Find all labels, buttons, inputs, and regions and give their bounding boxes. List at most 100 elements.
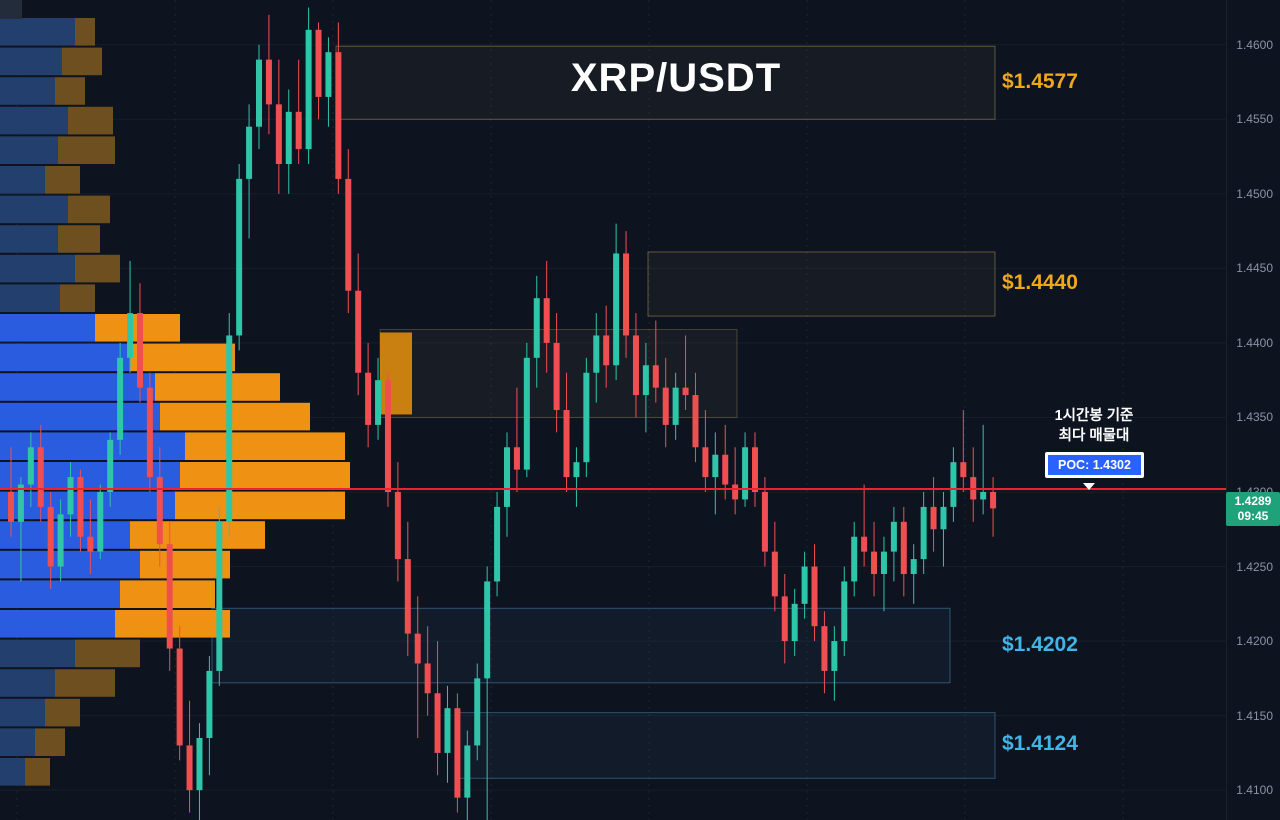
candle-body (613, 253, 620, 366)
candle-body (623, 253, 630, 336)
candle-body (712, 454, 719, 478)
candle-body (980, 492, 987, 500)
poc-volume-block (380, 332, 412, 415)
candle-body (821, 626, 828, 671)
candle-body (642, 365, 649, 396)
price-tick-label: 1.4200 (1236, 634, 1273, 649)
candle-body (692, 395, 699, 448)
volume-profile-bar-buy (0, 314, 95, 342)
volume-profile-bar-buy (0, 18, 75, 46)
candle-body (384, 380, 391, 492)
volume-profile-bar-sell (45, 698, 80, 727)
zone-label-support-2: $1.4124 (1002, 732, 1078, 756)
candle-body (632, 335, 639, 396)
candle-body (335, 52, 342, 179)
candle-body (67, 477, 74, 515)
volume-profile-bar-buy (0, 136, 58, 164)
candle-body (583, 372, 590, 463)
volume-profile-bar-sell (35, 728, 65, 756)
candle-body (57, 514, 64, 567)
candle-body (910, 559, 917, 574)
candle-body (186, 745, 193, 791)
candle-body (563, 410, 570, 478)
candle-body (950, 462, 957, 507)
volume-profile-bar-sell (180, 462, 350, 490)
candle-body (97, 492, 104, 552)
volume-profile-bar-sell (75, 254, 120, 283)
volume-profile-bar-buy (0, 195, 68, 224)
volume-profile-bar-buy (0, 550, 140, 579)
price-tick-label: 1.4250 (1236, 559, 1273, 574)
volume-profile-bar-sell (185, 432, 345, 460)
price-tick-label: 1.4500 (1236, 186, 1273, 201)
candle-body (375, 380, 382, 425)
candle-body (256, 59, 262, 127)
candle-body (394, 492, 401, 560)
volume-profile-bar-buy (0, 462, 180, 490)
candle-body (811, 566, 818, 627)
candle-body (315, 29, 322, 97)
candle-body (246, 126, 253, 179)
volume-profile-bar-buy (0, 284, 60, 312)
candle-body (17, 484, 24, 522)
candle-body (920, 506, 927, 560)
volume-profile-bar-buy (0, 343, 130, 372)
price-tick-label: 1.4400 (1236, 335, 1273, 350)
poc-tooltip: POC: 1.4302 (1045, 452, 1144, 478)
candle-body (87, 536, 94, 552)
candle-body (355, 290, 362, 373)
candle-body (107, 439, 114, 492)
volume-profile-bar-buy (0, 580, 120, 608)
candle-body (682, 387, 689, 396)
candle-body (77, 477, 84, 537)
candle-body (454, 708, 461, 798)
candle-body (504, 447, 510, 507)
volume-profile-bar-buy (0, 432, 185, 460)
zone-box-r1 (335, 45, 996, 120)
zone-box-s1 (211, 607, 951, 684)
candle-body (464, 745, 471, 798)
candle-body (831, 641, 838, 671)
volume-profile-bar-buy (0, 698, 45, 727)
zone-box-s2 (454, 712, 996, 779)
volume-profile-bar-buy (0, 491, 175, 520)
candle-body (662, 387, 669, 425)
candle-body (771, 551, 778, 597)
profile-top-stub (0, 0, 22, 19)
price-axis[interactable]: 1.46001.45501.45001.44501.44001.43501.43… (1226, 0, 1280, 820)
candle-body (136, 313, 143, 388)
volume-profile-bar-sell (25, 758, 50, 786)
candle-body (543, 298, 550, 343)
zone-label-resistance-1: $1.4577 (1002, 69, 1078, 93)
poc-annotation-line2: 최다 매물대 (1058, 428, 1130, 444)
price-tick-label: 1.4600 (1236, 37, 1273, 52)
volume-profile-bar-buy (0, 166, 45, 194)
last-price-value: 1.4289 (1234, 494, 1272, 509)
volume-profile-bar-buy (0, 225, 58, 253)
volume-profile-bar-buy (0, 77, 55, 105)
symbol-title: XRP/USDT (570, 56, 782, 100)
candle-body (127, 313, 134, 358)
candle-body (533, 298, 540, 358)
volume-profile-bar-buy (0, 610, 115, 638)
volume-profile-bar-buy (0, 402, 160, 431)
candle-body (523, 357, 530, 470)
poc-annotation-line1: 1시간봉 기준 (1054, 408, 1134, 424)
zone-label-resistance-2: $1.4440 (1002, 271, 1078, 295)
volume-profile-bar-sell (130, 343, 235, 372)
volume-profile-bar-sell (55, 669, 115, 697)
volume-profile-bar-sell (58, 225, 100, 253)
candle-body (900, 521, 907, 574)
candle-body (890, 521, 897, 552)
volume-profile-bar-buy (0, 373, 155, 401)
last-price-badge: 1.4289 09:45 (1226, 492, 1280, 527)
candle-body (434, 693, 441, 753)
candle-body (573, 462, 580, 478)
candle-body (305, 29, 312, 150)
candle-body (990, 492, 997, 509)
candle-body (871, 551, 878, 574)
candle-body (146, 387, 153, 478)
candle-body (494, 506, 501, 582)
